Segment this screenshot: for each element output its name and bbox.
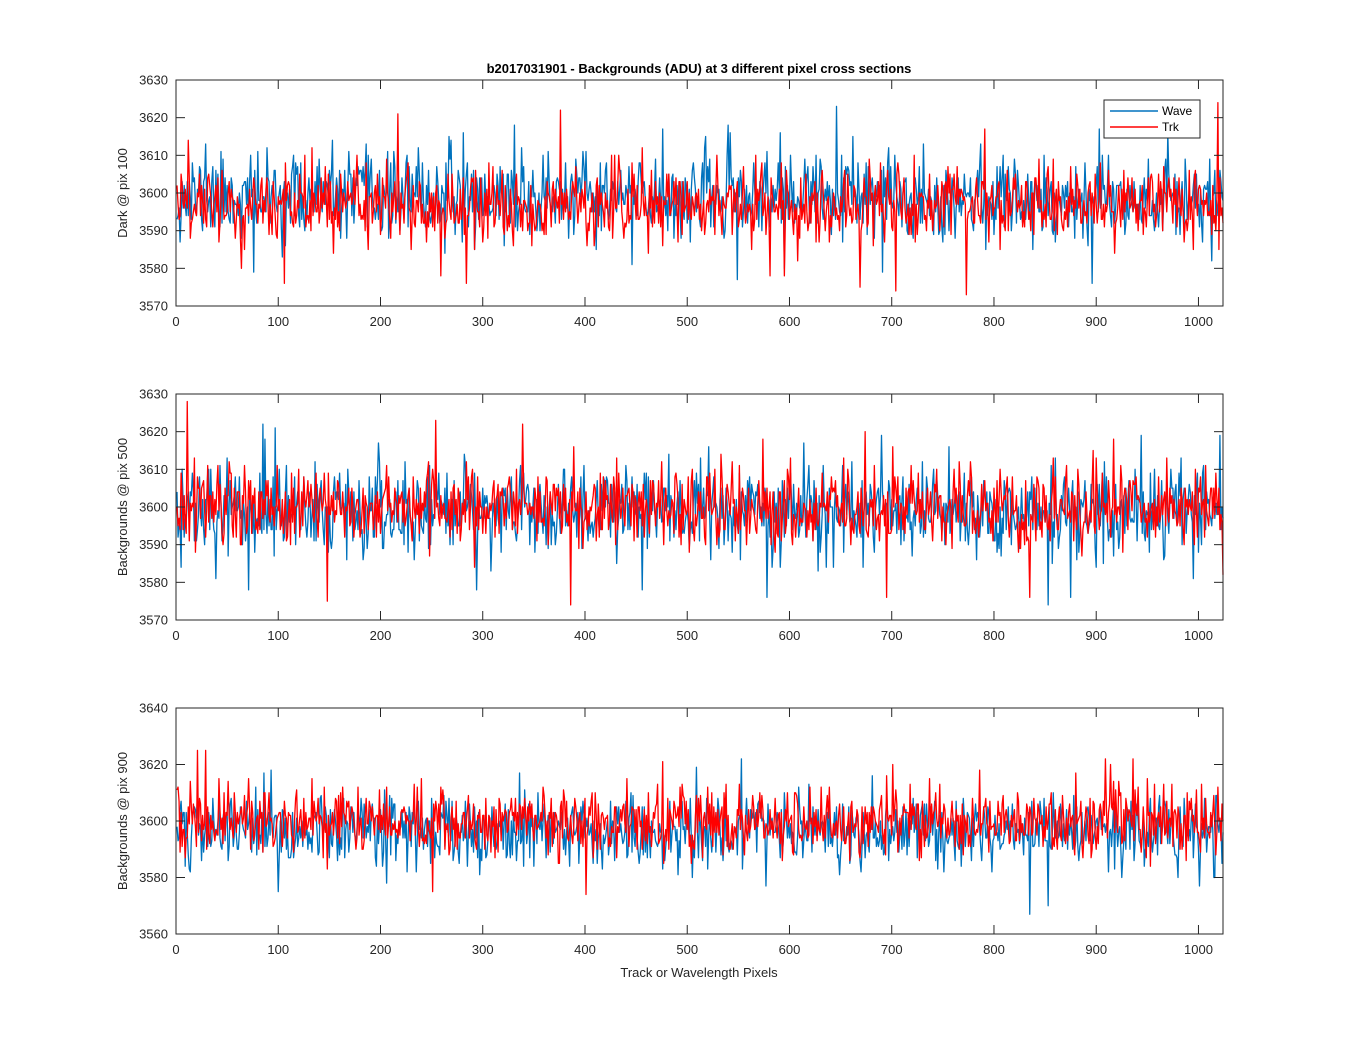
y-tick-label: 3630 [139, 387, 168, 402]
subplot-1: 0 100 200 300 400 500 600 700 800 900 1000 3570 3580… [115, 73, 1224, 329]
legend-box [1103, 99, 1201, 139]
figure-title: b2017031901 - Backgrounds (ADU) at 3 dif… [487, 61, 912, 76]
x-tick-label: 800 [983, 628, 1005, 643]
x-tick-label: 500 [676, 628, 698, 643]
x-tick-label: 900 [1085, 628, 1107, 643]
x-tick-label: 900 [1085, 314, 1107, 329]
legend-trk-label: Trk [1162, 120, 1180, 134]
x-tick-label: 400 [574, 314, 596, 329]
x-tick-label: 1000 [1184, 942, 1213, 957]
x-tick-label: 1000 [1184, 314, 1213, 329]
y-tick-label: 3620 [139, 424, 168, 439]
y-tick-label: 3580 [139, 870, 168, 885]
y-tick-label: 3630 [139, 73, 168, 88]
x-tick-label: 100 [267, 942, 289, 957]
y-tick-label: 3600 [139, 500, 168, 515]
y-tick-label: 3610 [139, 148, 168, 163]
x-tick-label: 300 [472, 942, 494, 957]
x-tick-label: 600 [779, 314, 801, 329]
x-tick-label: 0 [172, 314, 179, 329]
x-tick-label: 100 [267, 314, 289, 329]
x-tick-label: 900 [1085, 942, 1107, 957]
x-tick-label: 600 [779, 628, 801, 643]
subplot-3: 0 100 200 300 400 500 600 700 800 900 1000 3560 3580… [115, 701, 1224, 957]
x-tick-label: 700 [881, 314, 903, 329]
x-tick-label: 200 [370, 628, 392, 643]
x-tick-label: 100 [267, 628, 289, 643]
x-axis-label: Track or Wavelength Pixels [620, 965, 778, 980]
y-tick-label: 3570 [139, 299, 168, 314]
y-tick-label: 3600 [139, 814, 168, 829]
y-tick-label: 3590 [139, 223, 168, 238]
series-line-trk [176, 101, 1224, 296]
x-tick-label: 700 [881, 628, 903, 643]
x-tick-label: 1000 [1184, 628, 1213, 643]
x-tick-label: 500 [676, 942, 698, 957]
y-axis-label: Backgrounds @ pix 900 [115, 752, 130, 890]
legend: Wave Trk [1103, 99, 1201, 139]
x-tick-label: 700 [881, 942, 903, 957]
x-tick-label: 600 [779, 942, 801, 957]
y-tick-label: 3590 [139, 537, 168, 552]
y-tick-label: 3580 [139, 261, 168, 276]
y-tick-label: 3610 [139, 462, 168, 477]
legend-wave-label: Wave [1162, 104, 1193, 118]
series-line-trk [176, 749, 1224, 896]
y-tick-label: 3560 [139, 927, 168, 942]
y-tick-label: 3570 [139, 613, 168, 628]
x-tick-label: 800 [983, 314, 1005, 329]
x-tick-label: 200 [370, 314, 392, 329]
x-tick-label: 800 [983, 942, 1005, 957]
y-tick-label: 3620 [139, 110, 168, 125]
x-tick-label: 200 [370, 942, 392, 957]
series-line-trk [176, 400, 1224, 606]
x-tick-label: 300 [472, 314, 494, 329]
y-tick-label: 3640 [139, 701, 168, 716]
y-axis-label: Dark @ pix 100 [115, 148, 130, 238]
x-tick-label: 400 [574, 942, 596, 957]
y-tick-label: 3600 [139, 186, 168, 201]
y-axis-label: Backgrounds @ pix 500 [115, 438, 130, 576]
x-tick-label: 300 [472, 628, 494, 643]
x-tick-label: 500 [676, 314, 698, 329]
subplot-2: 0 100 200 300 400 500 600 700 800 900 1000 3570 3580… [115, 387, 1224, 643]
x-tick-label: 0 [172, 628, 179, 643]
x-tick-label: 400 [574, 628, 596, 643]
x-tick-label: 0 [172, 942, 179, 957]
subplots-container: 0 100 200 300 400 500 600 700 800 900 100035703580… [115, 73, 1224, 957]
y-tick-label: 3620 [139, 757, 168, 772]
y-tick-label: 3580 [139, 575, 168, 590]
